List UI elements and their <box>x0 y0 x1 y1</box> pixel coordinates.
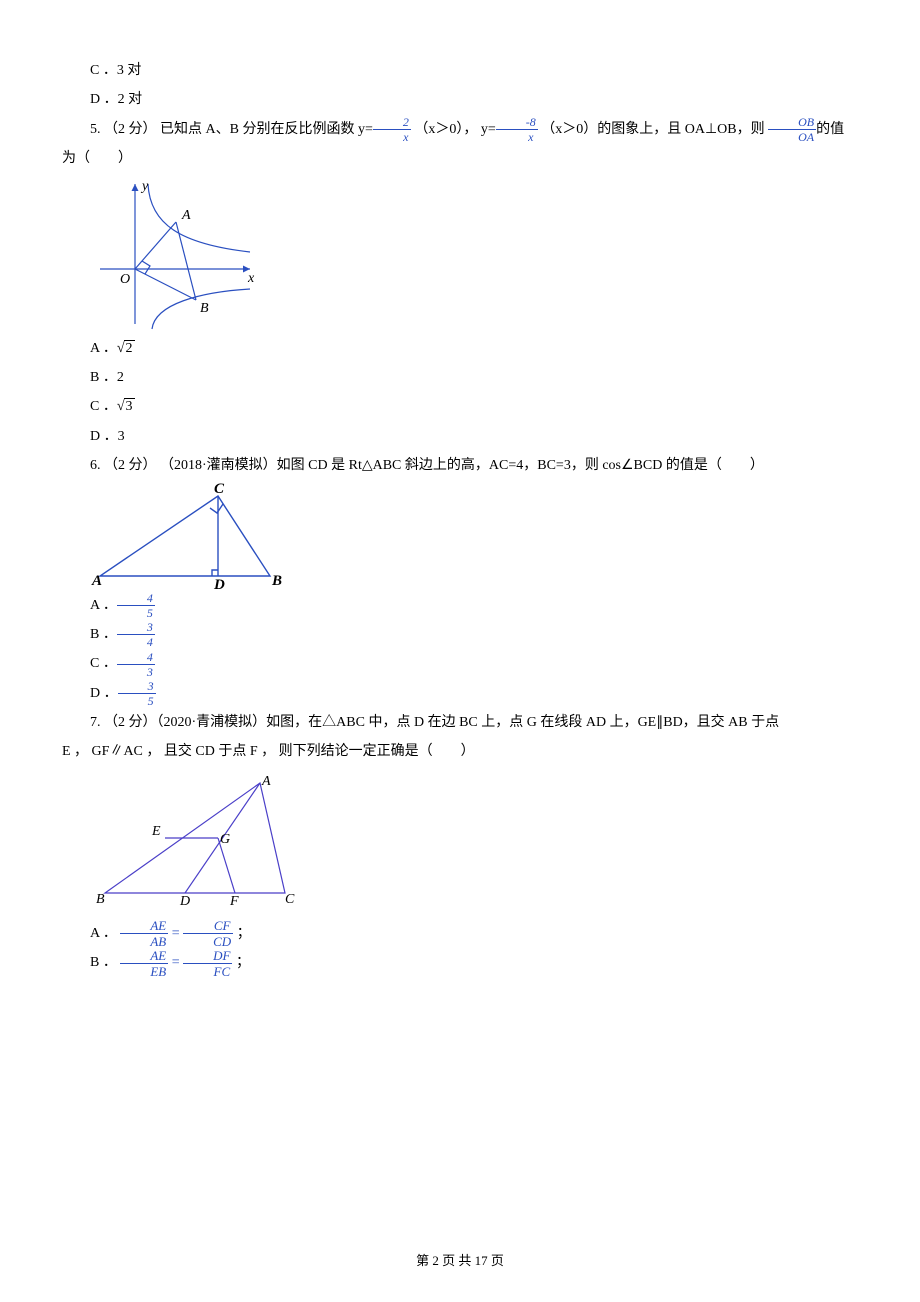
q7-label-C: C <box>285 892 295 907</box>
q5-text-d: 的值 <box>816 122 844 137</box>
q5-optC: C ．√3 <box>62 392 858 421</box>
q5-label-x: x <box>247 271 255 286</box>
q5-figure: O x y A B <box>90 174 858 334</box>
page-total: 17 <box>475 1253 488 1268</box>
q5-optA: A ．√2 <box>62 334 858 363</box>
q6-label-C: C <box>214 481 225 497</box>
equals-icon: = <box>172 955 183 970</box>
q6-label-D: D <box>213 577 225 591</box>
q5-text-c: （x＞0）的图象上，且 OA⊥OB，则 <box>541 122 768 137</box>
q6-figure: A B C D <box>90 481 858 591</box>
q7-optB: B ． AEEB = DFFC ； <box>62 948 858 977</box>
q6-optC-frac: 43 <box>117 651 155 678</box>
q6-optA-frac: 45 <box>117 592 155 619</box>
q5-label-O: O <box>120 272 130 287</box>
q5-optB: B ．2 <box>62 363 858 392</box>
q5-label-B: B <box>200 301 209 316</box>
q7-label-D: D <box>179 894 190 909</box>
q5-frac2: -8x <box>496 116 538 143</box>
q6-optC: C ．43 <box>62 649 858 678</box>
q7-line2: E ， GF∥AC ， 且交 CD 于点 F ， 则下列结论一定正确是（ ） <box>62 737 858 766</box>
q6-source: （2018·灌南模拟） <box>160 458 277 473</box>
q5-ratio: OBOA <box>768 116 816 143</box>
q7-source: （2020·青浦模拟） <box>157 715 267 730</box>
q5-optD: D ．3 <box>62 422 858 451</box>
q5-line2: 为（ ） <box>62 144 858 173</box>
q5-optC-val: 3 <box>124 398 135 414</box>
q7-optA-rhs: CFCD <box>183 919 233 948</box>
q6-label-B: B <box>271 573 282 589</box>
q5-svg: O x y A B <box>90 174 260 334</box>
q7-optB-lhs: AEEB <box>120 949 168 978</box>
q7-optB-tail: ； <box>236 955 250 970</box>
q7-label-B: B <box>96 892 105 907</box>
q7-label-F: F <box>229 894 239 909</box>
q6-optB: B ．34 <box>62 620 858 649</box>
prev-option-d: D ．2 对 <box>62 85 858 114</box>
q5-points: （2 分） <box>104 122 157 137</box>
q7-optA-tail: ； <box>237 926 251 941</box>
q6-svg: A B C D <box>90 481 290 591</box>
q7-svg: B C A D F E G <box>90 773 300 913</box>
equals-icon: = <box>172 926 183 941</box>
q6-optB-frac: 34 <box>117 621 155 648</box>
q5-frac1: 2x <box>373 116 411 143</box>
q6-optD-frac: 35 <box>118 680 156 707</box>
q7-label-E: E <box>151 824 161 839</box>
q6-line: 6. （2 分） （2018·灌南模拟）如图 CD 是 Rt△ABC 斜边上的高… <box>62 451 858 480</box>
q5-text-b: （x＞0）， y= <box>414 122 495 137</box>
q7-figure: B C A D F E G <box>90 773 858 913</box>
q7-line1: 7. （2 分）（2020·青浦模拟）如图，在△ABC 中，点 D 在边 BC … <box>62 708 858 737</box>
q6-optA: A ．45 <box>62 591 858 620</box>
q6-number: 6. <box>90 458 101 473</box>
q7-label-A: A <box>261 774 271 789</box>
q7-optA-lhs: AEAB <box>120 919 168 948</box>
q7-text-a: 如图，在△ABC 中，点 D 在边 BC 上，点 G 在线段 AD 上，GE∥B… <box>266 715 779 730</box>
q7-optB-rhs: DFFC <box>183 949 232 978</box>
q7-label-G: G <box>220 832 230 847</box>
q7-points: （2 分） <box>104 715 157 730</box>
q5-label-y: y <box>140 179 149 194</box>
page-footer: 第 2 页 共 17 页 <box>0 1247 920 1274</box>
q6-text: 如图 CD 是 Rt△ABC 斜边上的高，AC=4，BC=3，则 cos∠BCD… <box>277 458 764 473</box>
q5-optA-val: 2 <box>124 340 135 356</box>
q7-optA: A ． AEAB = CFCD ； <box>62 919 858 948</box>
q5-label-A: A <box>181 208 191 223</box>
q6-label-A: A <box>91 573 102 589</box>
page: C ．3 对 D ．2 对 5. （2 分） 已知点 A、B 分别在反比例函数 … <box>0 0 920 1302</box>
q6-points: （2 分） <box>104 458 157 473</box>
q5-line1: 5. （2 分） 已知点 A、B 分别在反比例函数 y=2x （x＞0）， y=… <box>62 115 858 144</box>
q5-number: 5. <box>90 122 101 137</box>
q5-text-a: 已知点 A、B 分别在反比例函数 y= <box>160 122 373 137</box>
q7-number: 7. <box>90 715 101 730</box>
prev-option-c: C ．3 对 <box>62 56 858 85</box>
q6-optD: D ．35 <box>62 679 858 708</box>
